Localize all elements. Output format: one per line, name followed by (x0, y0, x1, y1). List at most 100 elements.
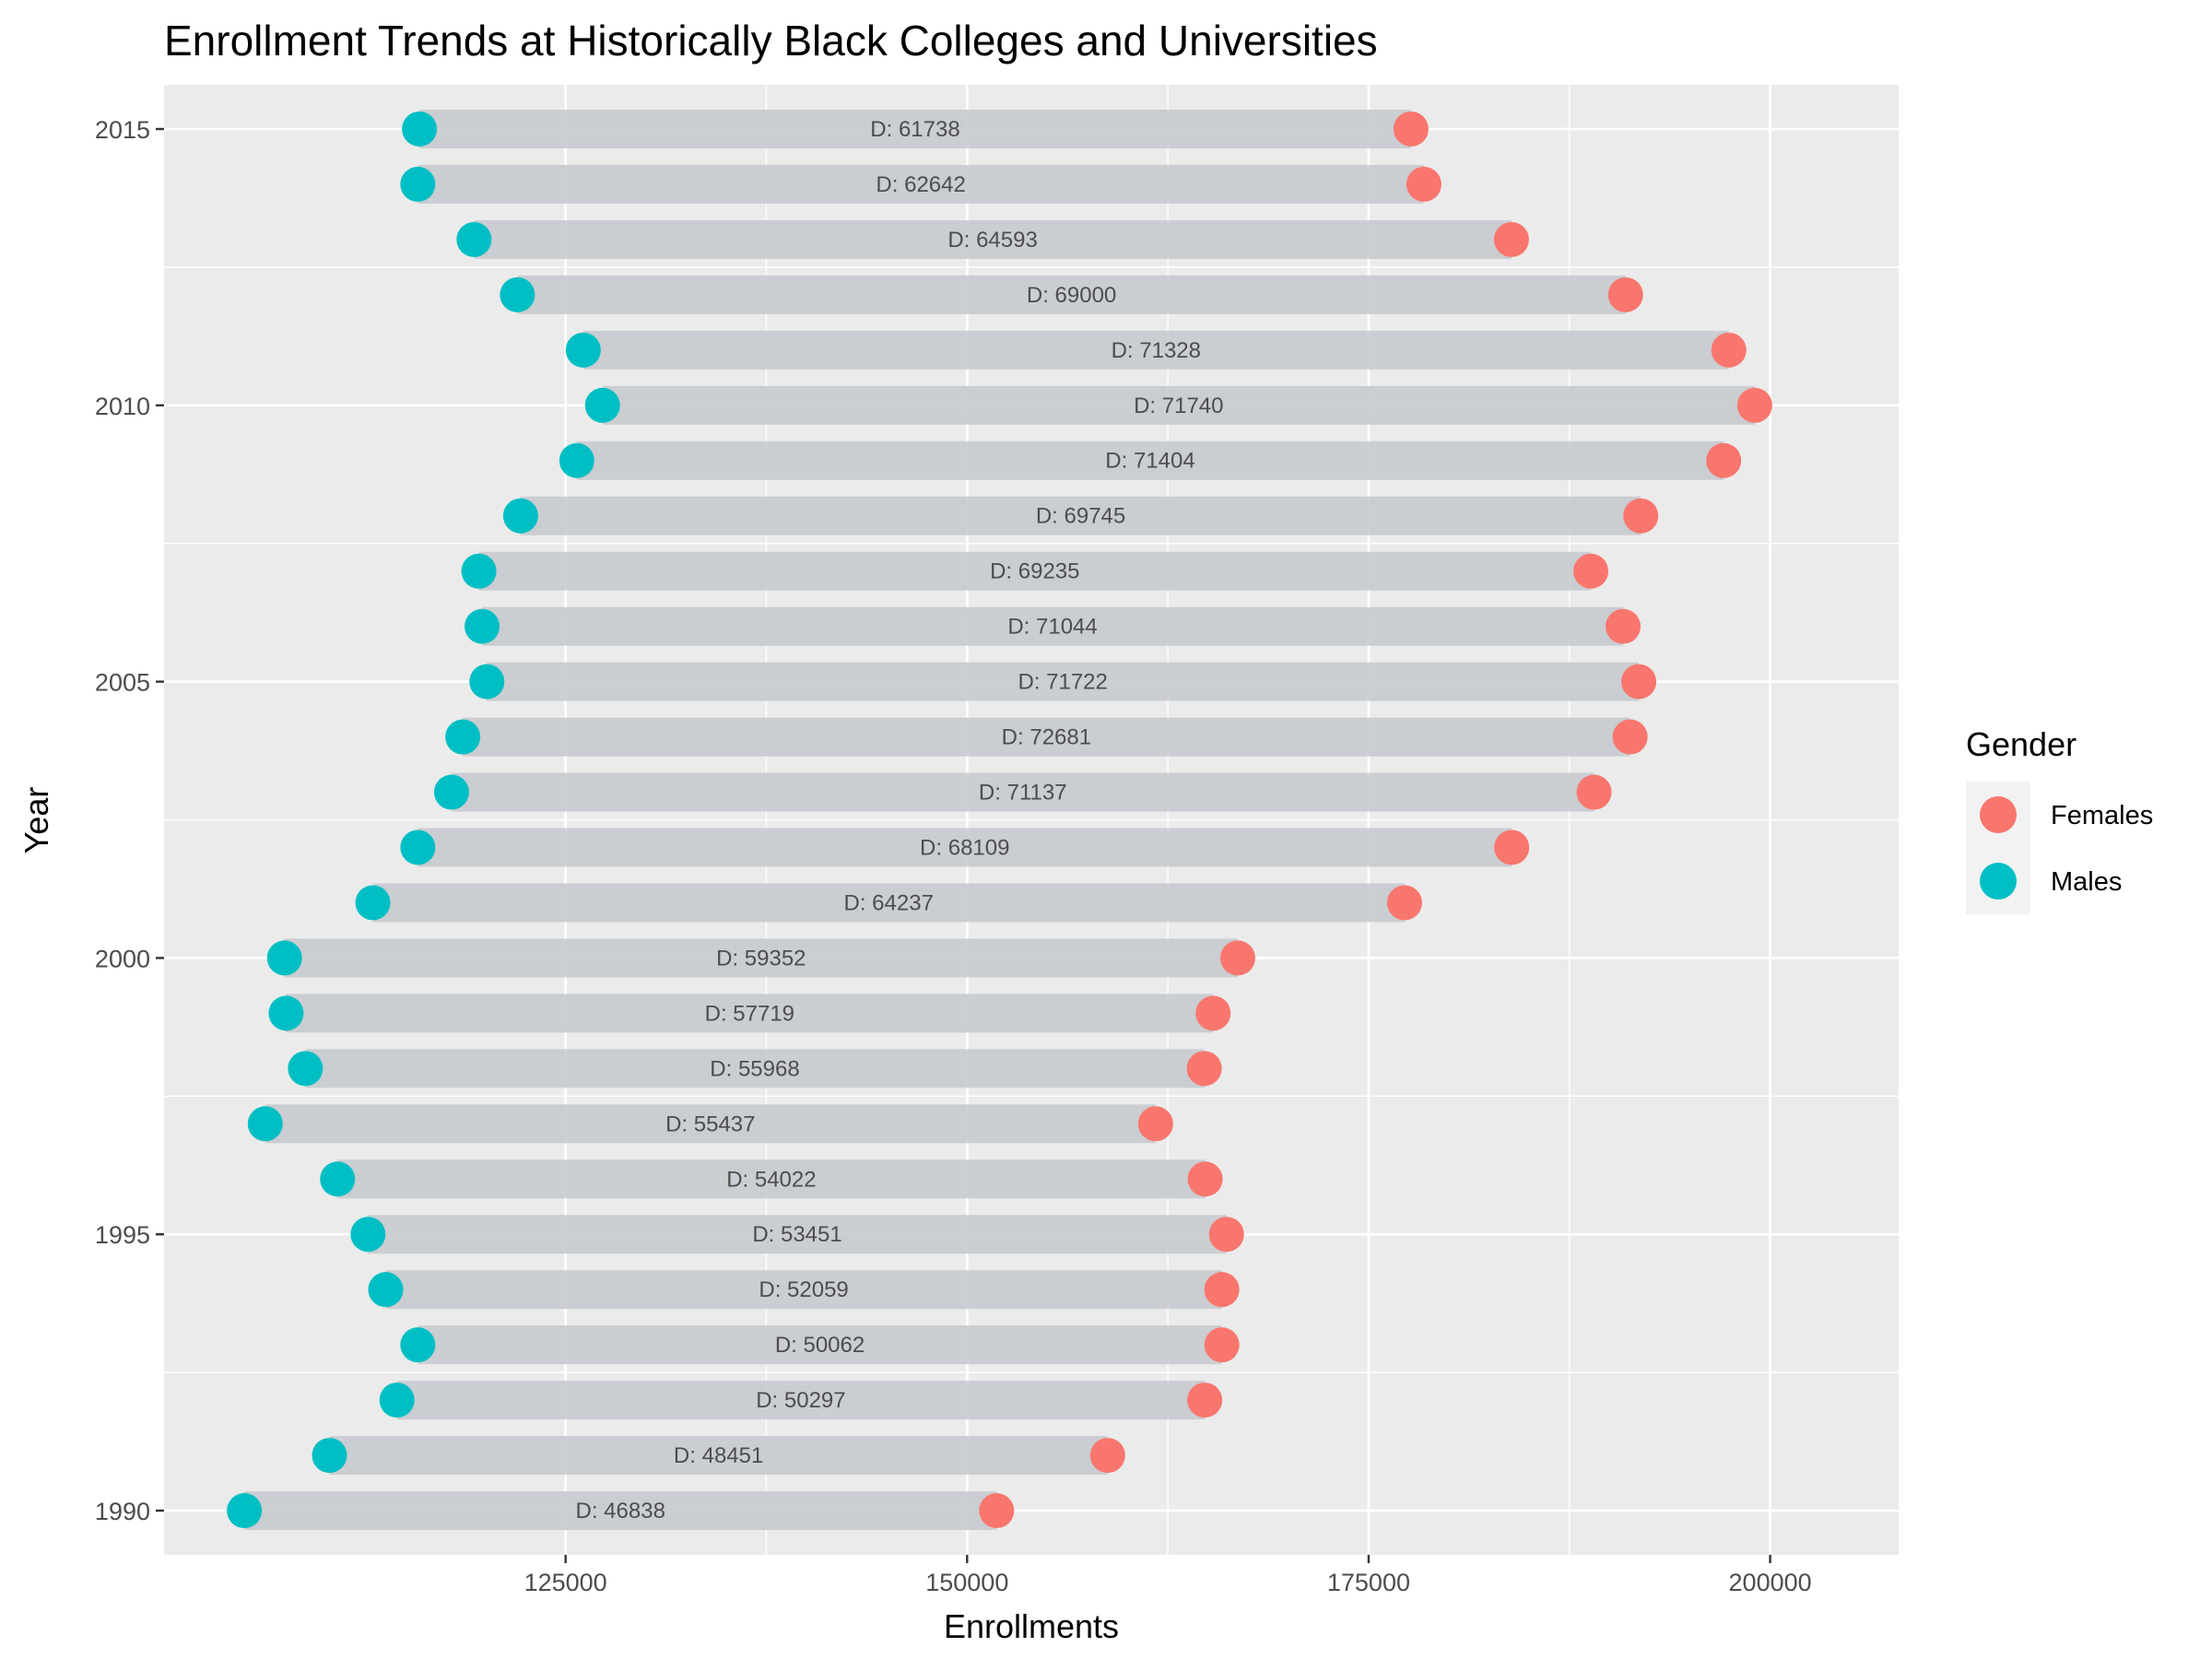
female-point (1606, 608, 1641, 644)
x-axis: 125000 150000 175000 200000 (524, 1555, 1812, 1596)
difference-label: D: 57719 (705, 1001, 794, 1026)
female-point (1219, 940, 1255, 976)
male-point (584, 387, 620, 423)
male-point (445, 719, 481, 755)
difference-label: D: 71404 (1105, 449, 1194, 474)
y-tick-label: 2005 (95, 669, 150, 697)
difference-label: D: 71722 (1018, 670, 1107, 695)
difference-bar (418, 1325, 1222, 1365)
female-point (1187, 1382, 1223, 1418)
difference-label: D: 69235 (990, 559, 1079, 584)
female-point (1706, 442, 1742, 478)
male-point (227, 1493, 263, 1529)
difference-bar (418, 828, 1512, 867)
difference-label: D: 71137 (979, 781, 1067, 806)
difference-label: D: 46838 (576, 1499, 665, 1524)
difference-bar (284, 938, 1238, 978)
chart-title: Enrollment Trends at Historically Black … (164, 17, 1378, 65)
y-tick-label: 2000 (95, 945, 150, 972)
difference-bar (419, 109, 1411, 148)
difference-bar (474, 219, 1512, 259)
difference-bar (286, 994, 1214, 1033)
female-point (1137, 1106, 1173, 1142)
female-point (1493, 221, 1529, 257)
difference-bar (576, 441, 1724, 480)
male-point (433, 774, 469, 810)
difference-label: D: 59352 (716, 946, 806, 971)
difference-label: D: 68109 (920, 835, 1009, 860)
male-point (500, 276, 535, 312)
female-point (1406, 166, 1441, 202)
difference-bar (368, 1215, 1227, 1254)
male-point (266, 940, 302, 976)
data-points (227, 111, 1772, 1529)
difference-labels: D: 46838 D: 48451 D: 50297 D: 50062 D: 52059… (576, 117, 1224, 1524)
male-point (565, 332, 601, 368)
difference-bar (337, 1159, 1206, 1199)
x-tick-label: 175000 (1327, 1569, 1410, 1596)
difference-bar (385, 1270, 1222, 1310)
female-point (979, 1493, 1015, 1529)
difference-bar (396, 1381, 1206, 1420)
x-axis-title: Enrollments (944, 1607, 1119, 1645)
difference-label: D: 69745 (1036, 504, 1125, 529)
difference-label: D: 64593 (947, 228, 1037, 253)
female-point (1576, 774, 1612, 810)
x-tick-label: 150000 (925, 1569, 1008, 1596)
difference-bar (520, 496, 1641, 535)
difference-label: D: 48451 (674, 1443, 763, 1468)
female-point (1621, 664, 1657, 700)
difference-label: D: 64237 (844, 890, 934, 915)
female-point (1393, 111, 1429, 147)
male-point (400, 166, 436, 202)
difference-label: D: 71044 (1007, 615, 1097, 640)
female-point (1089, 1438, 1125, 1474)
difference-bar (329, 1436, 1108, 1476)
male-point (400, 830, 436, 865)
female-point (1204, 1327, 1240, 1363)
difference-bar (305, 1049, 1205, 1088)
female-point (1711, 332, 1747, 368)
male-point (400, 1327, 436, 1363)
legend-key-females (1980, 796, 2017, 833)
male-point (355, 885, 391, 921)
male-point (288, 1051, 324, 1087)
female-point (1573, 553, 1609, 589)
male-point (368, 1272, 404, 1308)
female-point (1208, 1217, 1244, 1253)
male-point (465, 608, 500, 644)
difference-label: D: 55968 (710, 1056, 799, 1081)
male-point (402, 111, 438, 147)
difference-bar (244, 1491, 997, 1531)
y-tick-label: 1995 (95, 1221, 150, 1249)
difference-label: D: 62642 (876, 172, 965, 197)
x-tick-label: 125000 (524, 1569, 607, 1596)
difference-bar (602, 385, 1755, 425)
difference-label: D: 52059 (759, 1277, 848, 1302)
female-point (1623, 498, 1659, 534)
difference-label: D: 72681 (1002, 725, 1091, 750)
legend-label-males: Males (2051, 867, 2122, 897)
difference-label: D: 55437 (665, 1112, 755, 1136)
difference-label: D: 53451 (752, 1222, 841, 1247)
difference-label: D: 50297 (756, 1388, 845, 1413)
male-point (461, 553, 497, 589)
male-point (469, 664, 505, 700)
male-point (379, 1382, 415, 1418)
female-point (1607, 276, 1643, 312)
female-point (1195, 995, 1231, 1031)
difference-label: D: 54022 (726, 1167, 816, 1192)
female-point (1494, 830, 1530, 865)
female-point (1736, 387, 1772, 423)
legend-title: Gender (1966, 725, 2077, 763)
female-point (1204, 1272, 1240, 1308)
x-tick-label: 200000 (1729, 1569, 1812, 1596)
difference-bar (478, 551, 1592, 591)
difference-bar (517, 275, 1626, 314)
legend: Gender Females Males (1966, 725, 2153, 914)
difference-bar (451, 772, 1594, 812)
difference-bars (244, 109, 1755, 1531)
female-point (1386, 885, 1422, 921)
legend-key-males (1980, 863, 2017, 900)
